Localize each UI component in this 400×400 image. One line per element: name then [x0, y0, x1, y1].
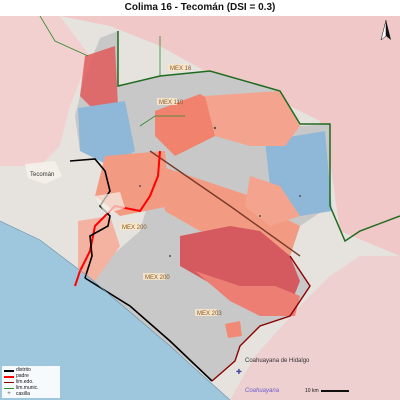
highway-diagonal — [149, 150, 301, 257]
legend-symbol — [4, 379, 14, 385]
casilla-markers — [139, 126, 301, 257]
road-label-mex16: MEX 16 — [170, 66, 192, 72]
urban-area-2 — [95, 192, 125, 214]
legend-item-casilla: + casilla — [4, 391, 58, 397]
pink-region-north — [0, 16, 400, 256]
road-shield-5 — [168, 64, 188, 71]
zone-north-red — [80, 46, 118, 111]
zone-salmon-ne — [205, 91, 300, 146]
legend-label: casilla — [16, 391, 30, 397]
coastline — [0, 220, 231, 400]
map-canvas: MEX 110 MEX 200 MEX 200 MEX 203 MEX 16 T… — [0, 16, 400, 400]
zone-salmon-south — [195, 271, 300, 316]
legend-item-lim-munic: lim.munic. — [4, 385, 58, 391]
road-label-mex203: MEX 203 — [197, 311, 222, 317]
zone-salmon-pocket — [225, 321, 242, 338]
casilla-marker — [169, 255, 171, 257]
casilla-marker — [299, 195, 301, 197]
legend-item-lim-edo: lim.edo. — [4, 379, 58, 385]
scale-bar-line — [320, 390, 349, 392]
state-limit-south — [211, 255, 311, 382]
road-label-mex200-a: MEX 200 — [122, 225, 147, 231]
north-arrow-icon — [380, 20, 391, 41]
legend-label: distrito — [16, 367, 31, 373]
place-label-coahuayana: Coahuayana de Hidalgo — [245, 358, 310, 364]
scale-label: 10 km — [305, 388, 319, 394]
muni-limit-1 — [39, 16, 89, 57]
zone-salmon-center — [160, 166, 300, 256]
state-limit-north — [117, 31, 400, 243]
casilla-marker — [213, 126, 217, 130]
marker-cross: ✚ — [236, 368, 242, 376]
pink-region-southeast — [230, 256, 400, 400]
legend-label: lim.edo. — [16, 379, 34, 385]
scale-bar: 10 km — [305, 388, 349, 394]
casilla-marker — [259, 215, 261, 217]
legend-label: padre — [16, 373, 29, 379]
zone-blue-west — [78, 101, 135, 166]
legend-label: lim.munic. — [16, 385, 39, 391]
road-shield-3 — [143, 273, 165, 280]
legend-symbol — [4, 385, 14, 391]
urban-area — [25, 161, 62, 184]
legend-item-distrito: distrito — [4, 367, 58, 373]
legend: distrito padre lim.edo. lim.munic. + cas… — [2, 366, 60, 398]
road-shield-4 — [195, 309, 217, 316]
pink-region-west — [0, 16, 90, 166]
road-label-mex200-b: MEX 200 — [145, 275, 170, 281]
muni-limit-3 — [139, 115, 185, 127]
legend-symbol — [4, 373, 14, 379]
road-shield-1 — [157, 98, 177, 105]
legend-symbol — [4, 367, 14, 373]
place-label-tecoman: Tecomán — [30, 172, 54, 178]
place-label-coahuayana-blue: Coahuayana — [245, 388, 280, 394]
road-label-mex110: MEX 110 — [159, 100, 184, 106]
legend-symbol: + — [7, 391, 11, 397]
zone-salmon-east — [245, 176, 300, 226]
map-title: Colima 16 - Tecomán (DSI = 0.3) — [124, 2, 276, 13]
casilla-marker — [139, 185, 141, 187]
district-border-coast — [84, 277, 213, 382]
road-shield-2 — [120, 223, 140, 230]
legend-item-padre: padre — [4, 373, 58, 379]
